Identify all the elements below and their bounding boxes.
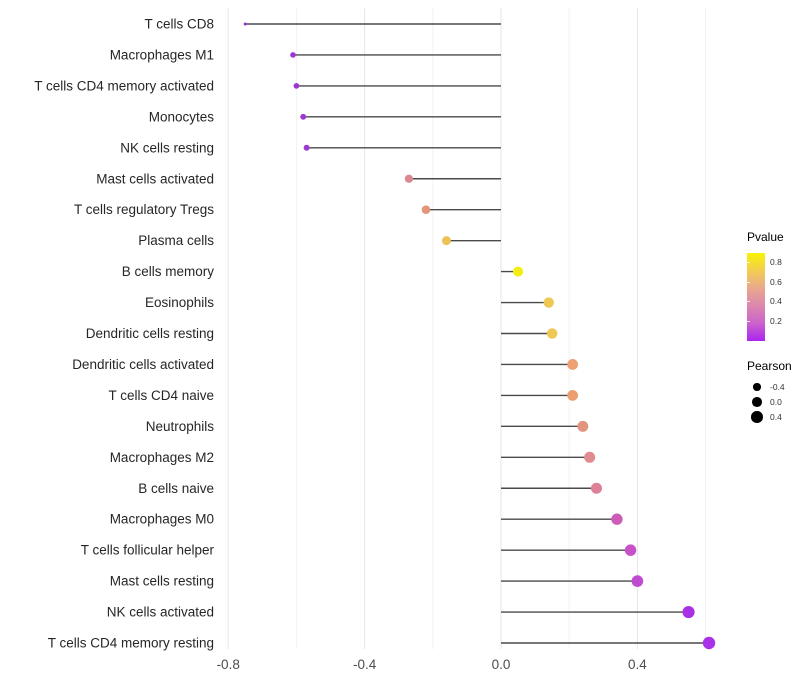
y-axis-label: T cells CD4 memory activated — [34, 78, 214, 93]
lollipop-dot — [293, 83, 300, 89]
y-axis-label: T cells CD8 — [144, 17, 214, 32]
lollipop-dot — [631, 575, 644, 587]
lollipop-dot — [303, 144, 310, 151]
pvalue-legend-title: Pvalue — [747, 230, 784, 244]
y-axis-label: Monocytes — [149, 109, 215, 124]
lollipop-dot — [546, 328, 558, 339]
pearson-legend-label: -0.4 — [770, 381, 785, 392]
y-axis-label: Eosinophils — [145, 295, 214, 310]
y-axis-label: Mast cells activated — [96, 171, 214, 186]
lollipop-dot — [702, 636, 716, 650]
x-axis-tick-label: 0.4 — [628, 657, 647, 672]
gradient-tick — [747, 321, 750, 322]
gradient-tick — [747, 282, 750, 283]
gradient-tick — [747, 262, 750, 263]
gradient-tick — [747, 301, 750, 302]
lollipop-dot — [421, 205, 431, 215]
pearson-legend-dot — [753, 383, 761, 391]
lollipop-dot — [682, 605, 695, 619]
y-axis-label: T cells CD4 naive — [108, 388, 214, 403]
lollipop-dot — [584, 451, 596, 463]
pvalue-tick-label: 0.6 — [770, 277, 782, 287]
pearson-legend-dot — [751, 411, 763, 423]
lollipop-dot — [624, 544, 637, 556]
pearson-legend-title: Pearson — [747, 359, 792, 373]
lollipop-dot — [567, 390, 579, 401]
x-axis-tick-label: 0.0 — [492, 657, 511, 672]
y-axis-label: Macrophages M2 — [110, 450, 214, 465]
y-axis-label: B cells naive — [138, 481, 214, 496]
lollipop-dot — [243, 22, 247, 26]
x-axis-tick-label: -0.4 — [353, 657, 377, 672]
lollipop-dot — [567, 359, 579, 370]
lollipop-dot — [611, 513, 623, 525]
y-axis-label: Macrophages M1 — [110, 47, 214, 62]
lollipop-dot — [590, 482, 603, 494]
y-axis-label: Dendritic cells activated — [72, 357, 214, 372]
pearson-legend-label: 0.4 — [770, 411, 782, 422]
y-axis-label: NK cells activated — [107, 605, 214, 620]
pvalue-tick-label: 0.4 — [770, 296, 782, 306]
lollipop-dot — [577, 420, 589, 432]
y-axis-label: T cells regulatory Tregs — [74, 202, 214, 217]
lollipop-dot — [441, 236, 451, 246]
y-axis-label: Neutrophils — [146, 419, 215, 434]
y-axis-label: T cells CD4 memory resting — [48, 636, 214, 651]
pvalue-tick-label: 0.8 — [770, 257, 782, 267]
y-axis-label: Dendritic cells resting — [86, 326, 214, 341]
lollipop-dot — [543, 297, 554, 308]
y-axis-label: T cells follicular helper — [81, 543, 215, 558]
lollipop-dot — [513, 266, 524, 277]
y-axis-label: NK cells resting — [120, 140, 214, 155]
y-axis-label: Macrophages M0 — [110, 512, 214, 527]
pearson-legend-label: 0.0 — [770, 396, 782, 407]
y-axis-label: Plasma cells — [138, 233, 214, 248]
lollipop-dot — [290, 52, 296, 58]
x-axis-tick-label: -0.8 — [217, 657, 240, 672]
pvalue-tick-label: 0.2 — [770, 316, 782, 326]
lollipop-dot — [300, 113, 307, 120]
y-axis-label: Mast cells resting — [110, 574, 214, 589]
pearson-legend-dot — [752, 397, 762, 407]
pvalue-color-gradient-bar — [747, 253, 765, 341]
y-axis-label: B cells memory — [122, 264, 215, 279]
lollipop-dot — [404, 174, 414, 183]
